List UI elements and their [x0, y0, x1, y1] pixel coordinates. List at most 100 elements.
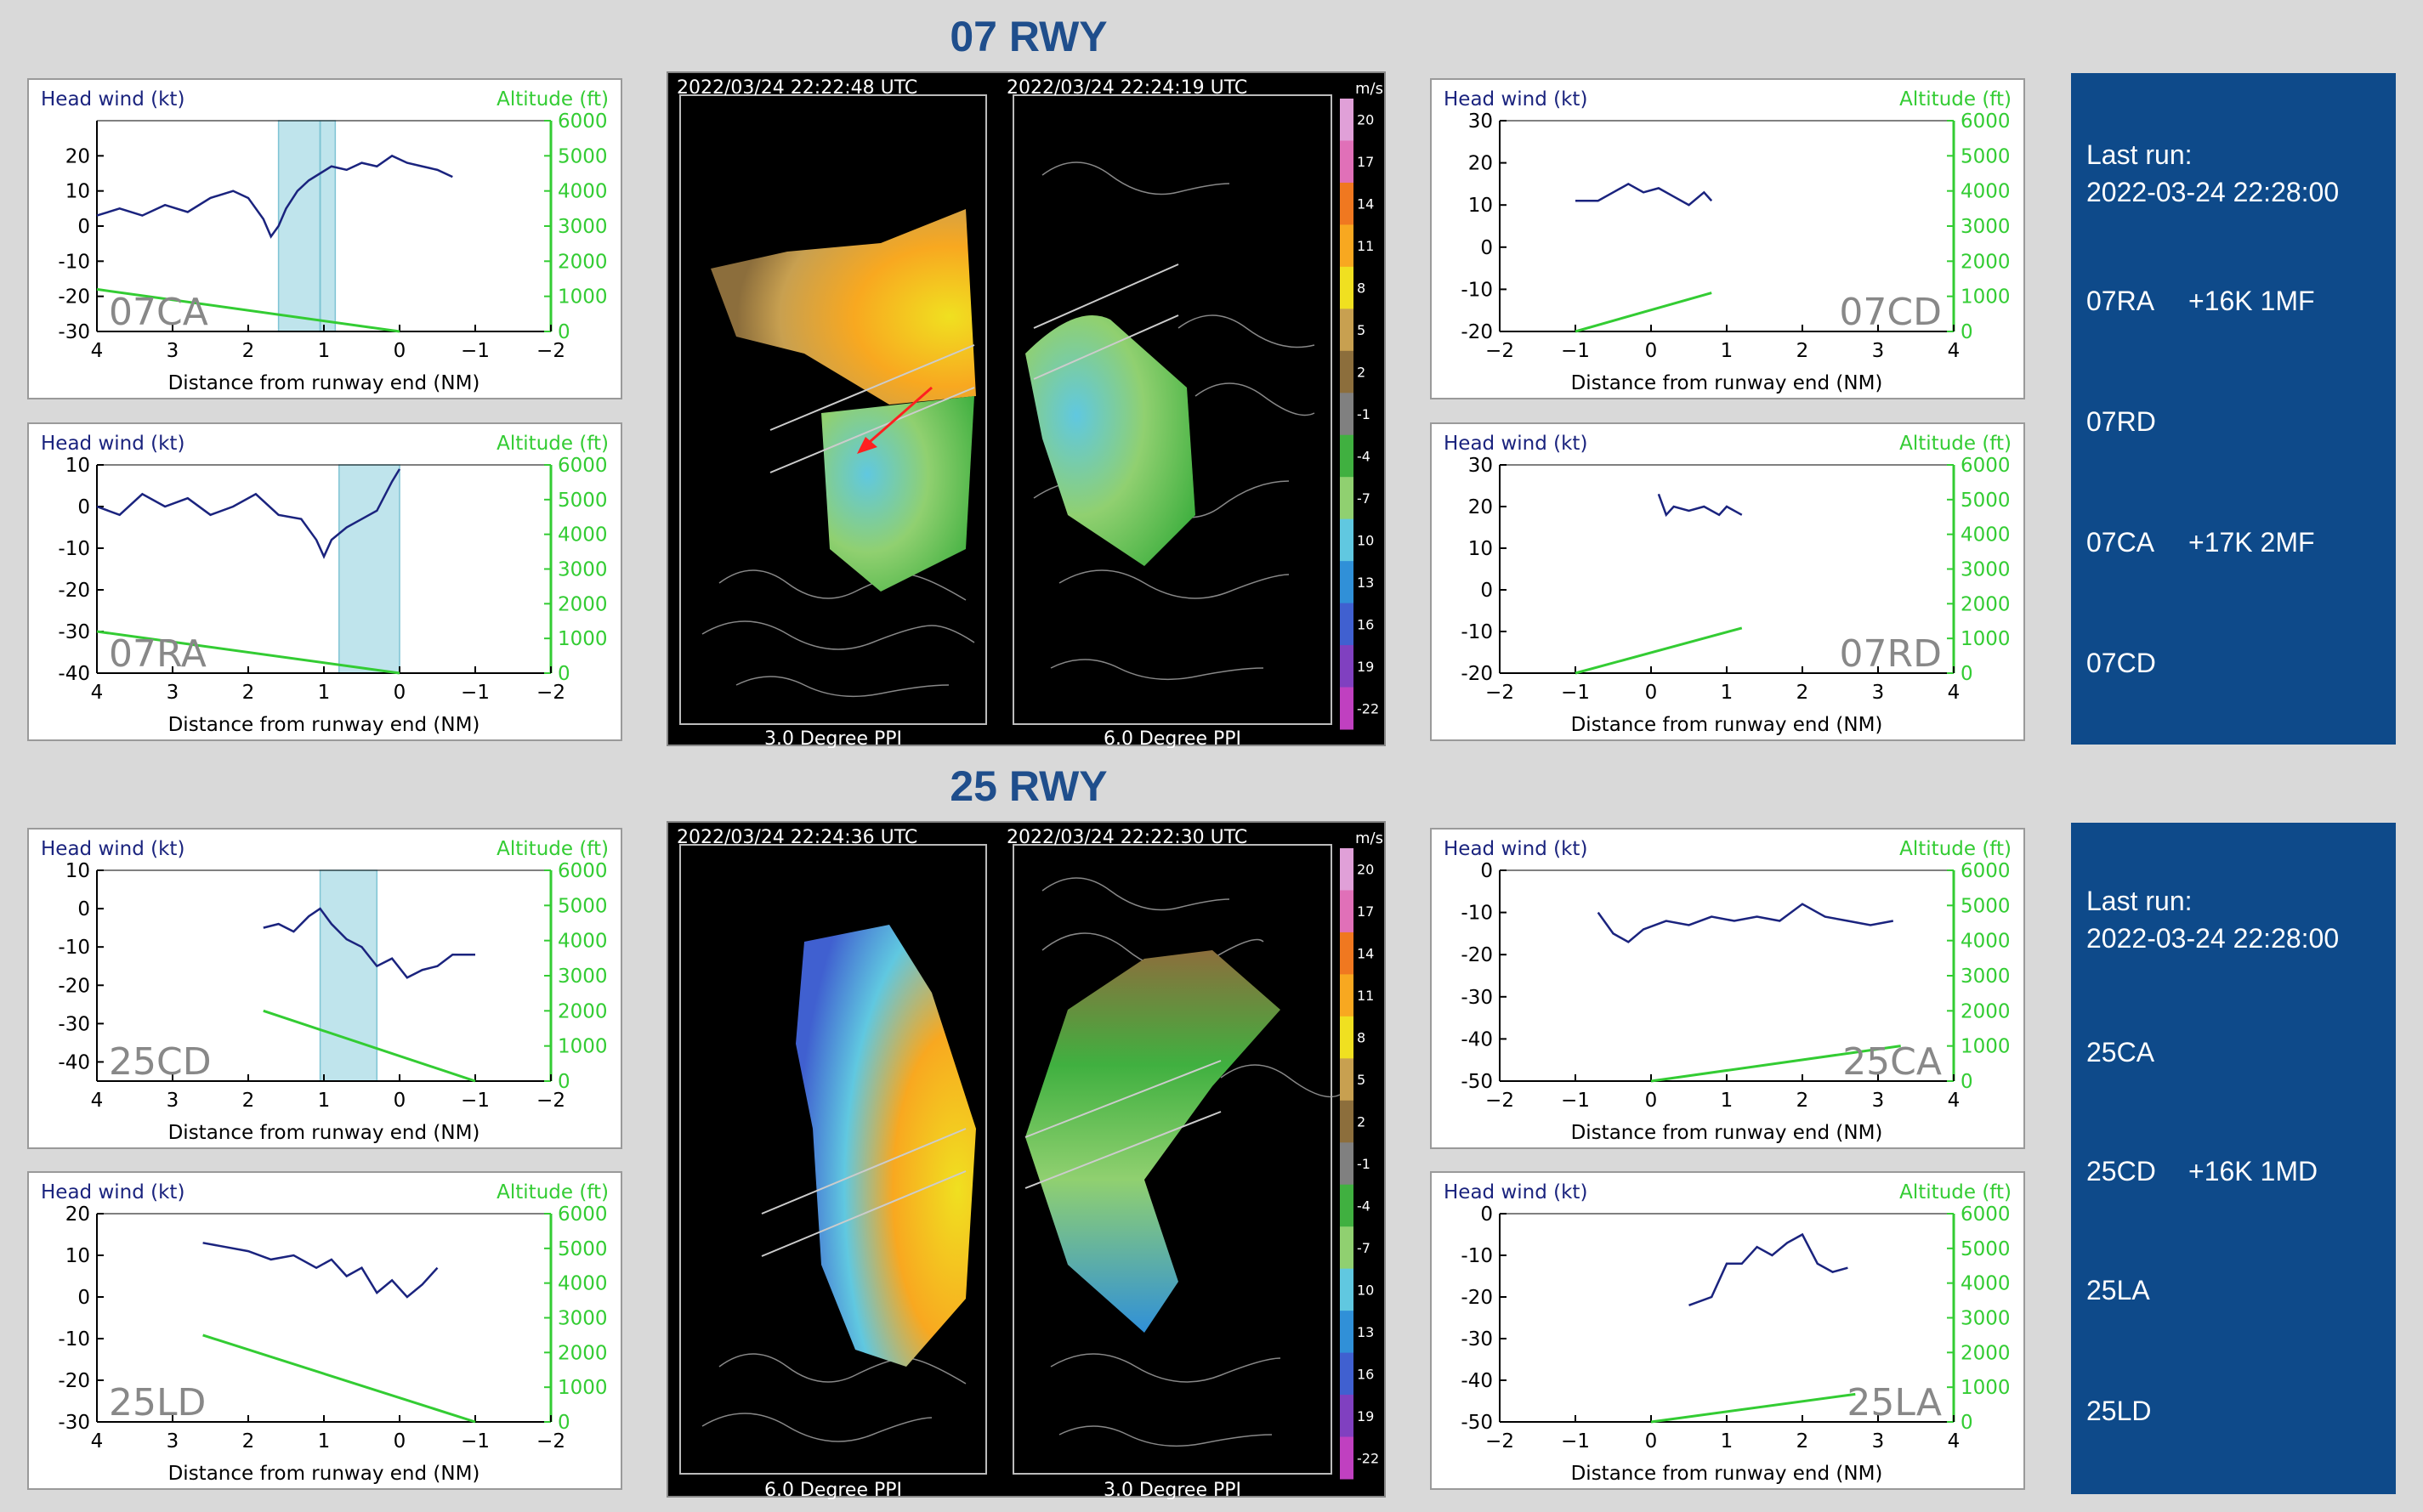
y2-tick-label: 6000 [1961, 455, 2011, 477]
alert-row: 25LA [2086, 1275, 2188, 1306]
alert-window-shade [319, 869, 378, 1082]
colorbar-swatch [1340, 1016, 1353, 1059]
ylabel-left: Head wind (kt) [41, 88, 184, 110]
colorbar-label: 5 [1357, 322, 1365, 338]
y2-tick-label: 0 [558, 321, 570, 343]
x-tick-label: 4 [1948, 682, 1961, 704]
colorbar-label: -22 [1357, 700, 1379, 716]
x-tick-label: 0 [394, 1430, 406, 1453]
x-tick-label: 4 [91, 340, 104, 362]
ylabel-left: Head wind (kt) [41, 838, 184, 860]
y2-tick-label: 0 [1961, 321, 1973, 343]
x-tick-label: 0 [1645, 682, 1658, 704]
wind-chart: 0 -10 -20 -30 -40 -50 0 1000 2000 3000 4000 5000 600… [1444, 838, 2012, 1144]
ppi-timestamp-left: 2022/03/24 22:24:36 UTC [677, 827, 917, 848]
y2-tick-label: 6000 [558, 455, 608, 477]
xlabel: Distance from runway end (NM) [168, 714, 480, 736]
x-tick-label: 1 [1721, 340, 1734, 362]
colorbar-label: 20 [1357, 862, 1374, 878]
colorbar-swatch [1340, 350, 1353, 394]
y2-tick-label: 6000 [1961, 110, 2011, 133]
altitude-line [1650, 1392, 1856, 1424]
radar-panel-07: 2022/03/24 22:22:48 UTC 2022/03/24 22:24… [667, 71, 1386, 748]
y2-tick-label: 3000 [558, 1308, 608, 1330]
colorbar-swatch [1340, 393, 1353, 436]
colorbar-label: 14 [1357, 946, 1374, 962]
y2-tick-label: 2000 [558, 593, 608, 615]
ylabel-left: Head wind (kt) [1444, 433, 1587, 455]
headwind-line [1688, 1232, 1848, 1306]
x-tick-label: −1 [461, 340, 490, 362]
y-tick-label: 10 [65, 181, 90, 203]
y-tick-label: 20 [65, 1203, 90, 1226]
y2-tick-label: 1000 [558, 286, 608, 309]
colorbar-swatch [1340, 645, 1353, 688]
x-tick-label: 4 [91, 1090, 104, 1112]
alert-row: 25CA [2086, 1037, 2188, 1068]
colorbar-label: -1 [1357, 406, 1370, 422]
x-tick-label: −2 [536, 1090, 565, 1112]
x-tick-label: 3 [1872, 682, 1885, 704]
x-tick-label: −2 [1485, 1090, 1514, 1112]
ppi-label-right: 6.0 Degree PPI [1104, 728, 1241, 748]
x-tick-label: 2 [1796, 682, 1809, 704]
y-tick-label: -40 [58, 663, 90, 685]
x-tick-label: 1 [1721, 1430, 1734, 1453]
y-tick-label: -20 [58, 286, 90, 309]
wind-plot-25LD: 20 10 0 -10 -20 -30 0 1000 2000 3000 4000 5000 6000 4… [27, 1171, 622, 1490]
panel-label: 25LA [1847, 1381, 1942, 1424]
y-tick-label: 10 [1468, 538, 1493, 560]
altitude-line [1650, 1045, 1901, 1083]
y2-tick-label: 2000 [1961, 1000, 2011, 1022]
headwind-line [1597, 903, 1894, 943]
x-tick-label: 3 [1872, 1090, 1885, 1112]
x-tick-label: 0 [394, 1090, 406, 1112]
y2-tick-label: 4000 [558, 931, 608, 953]
y2-tick-label: 0 [1961, 1412, 1973, 1434]
y2-tick-label: 1000 [1961, 628, 2011, 650]
xlabel: Distance from runway end (NM) [168, 372, 480, 394]
altitude-line [96, 287, 400, 333]
x-tick-label: 2 [1796, 1090, 1809, 1112]
xlabel: Distance from runway end (NM) [1571, 714, 1883, 736]
ylabel-right: Altitude (ft) [497, 1181, 609, 1203]
panel-label: 07CD [1839, 291, 1942, 334]
x-tick-label: 2 [242, 682, 255, 704]
x-tick-label: 1 [1721, 682, 1734, 704]
y-tick-label: 30 [1468, 110, 1493, 133]
y2-tick-label: 6000 [558, 110, 608, 133]
headwind-line [96, 468, 401, 559]
colorbar-label: -7 [1357, 1240, 1370, 1256]
x-tick-label: 1 [318, 1090, 331, 1112]
colorbar-label: 16 [1357, 1366, 1374, 1382]
y-tick-label: 10 [65, 1245, 90, 1267]
x-tick-label: 4 [91, 1430, 104, 1453]
panel-label: 07RA [109, 632, 207, 676]
x-tick-label: −1 [461, 682, 490, 704]
colorbar-swatch [1340, 561, 1353, 604]
y2-tick-label: 2000 [558, 251, 608, 273]
y-tick-label: -10 [58, 538, 90, 560]
wind-plot-25CA: 0 -10 -20 -30 -40 -50 0 1000 2000 3000 4000 5000 600… [1430, 828, 2025, 1149]
colorbar-swatch [1340, 1100, 1353, 1143]
y2-tick-label: 5000 [558, 490, 608, 512]
y-tick-label: -10 [58, 251, 90, 273]
colorbar-label: 17 [1357, 154, 1374, 170]
x-tick-label: 4 [1948, 1430, 1961, 1453]
y2-tick-label: 1000 [558, 1036, 608, 1058]
alert-code: 07RA [2086, 286, 2155, 316]
x-tick-label: 1 [318, 340, 331, 362]
y2-tick-label: 3000 [558, 559, 608, 581]
last-run-time: 2022-03-24 22:28:00 [2086, 923, 2340, 954]
ppi-frame-right [1013, 94, 1332, 725]
reflectivity-region-right [1025, 315, 1195, 566]
altitude-line [96, 630, 400, 675]
xlabel: Distance from runway end (NM) [1571, 372, 1883, 394]
alert-window-shade [338, 464, 400, 674]
alert-code: 25CD [2086, 1156, 2156, 1186]
y-tick-label: -40 [1461, 1370, 1493, 1392]
y-tick-label: -20 [58, 975, 90, 997]
colorbar-swatch [1340, 224, 1353, 268]
